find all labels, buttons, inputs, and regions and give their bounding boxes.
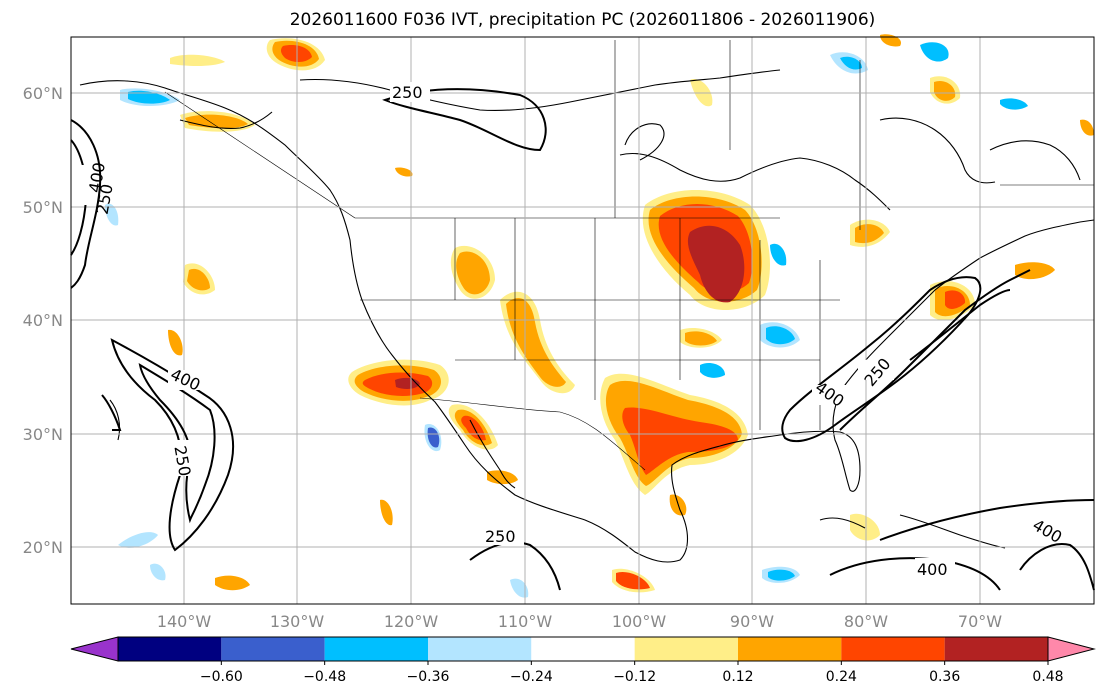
lon-label: 70°W [958,612,1002,631]
ivt-contour-labels: 250 400 250 400 250 400 250 250 400 400 [76,82,1070,579]
lat-label: 40°N [23,311,63,330]
map-title: 2026011600 F036 IVT, precipitation PC (2… [289,10,876,30]
colorbar-segment [944,637,1048,661]
colorbar-segment [324,637,428,661]
ivt-contours [70,88,1095,591]
colorbar-tick-label: −0.12 [613,669,656,685]
graticule [71,37,1094,604]
coastlines [79,69,1095,563]
precip-pc-fill [105,34,1094,598]
colorbar-tick-label: 0.36 [929,669,960,685]
lon-label: 80°W [844,612,888,631]
contour-label: 250 [392,83,423,102]
contour-label: 400 [917,560,948,579]
lon-label: 100°W [612,612,667,631]
lon-label: 120°W [384,612,439,631]
colorbar-segment [841,637,945,661]
longitude-labels: 140°W 130°W 120°W 110°W 100°W 90°W 80°W … [157,612,1002,631]
colorbar-tick-label: 0.12 [722,669,753,685]
lat-label: 50°N [23,198,63,217]
contour-label: 250 [485,527,516,546]
colorbar: −0.60 −0.48 −0.36 −0.24 −0.12 0.12 0.24 0.36 0.4… [70,636,1096,685]
colorbar-segment [738,637,842,661]
map-frame [70,36,1095,605]
colorbar-extend-high [1047,636,1096,662]
lat-label: 30°N [23,425,63,444]
lat-label: 20°N [23,538,63,557]
colorbar-segment [531,637,635,661]
colorbar-segment [118,637,222,661]
colorbar-tick-label: −0.24 [510,669,553,685]
colorbar-tick-label: −0.48 [303,669,346,685]
lon-label: 130°W [270,612,325,631]
lon-label: 110°W [498,612,553,631]
lon-label: 90°W [730,612,774,631]
political-borders [164,40,1094,471]
colorbar-extend-low [70,636,119,662]
colorbar-border [117,636,1049,662]
colorbar-tick-label: 0.48 [1032,669,1063,685]
colorbar-segment [221,637,325,661]
colorbar-tick-label: −0.60 [200,669,243,685]
lat-label: 60°N [23,84,63,103]
lon-label: 140°W [157,612,212,631]
latitude-labels: 60°N 50°N 40°N 30°N 20°N [23,84,63,557]
colorbar-tick-label: 0.24 [826,669,857,685]
colorbar-segment [428,637,532,661]
colorbar-tick-label: −0.36 [407,669,450,685]
colorbar-segment [634,637,738,661]
